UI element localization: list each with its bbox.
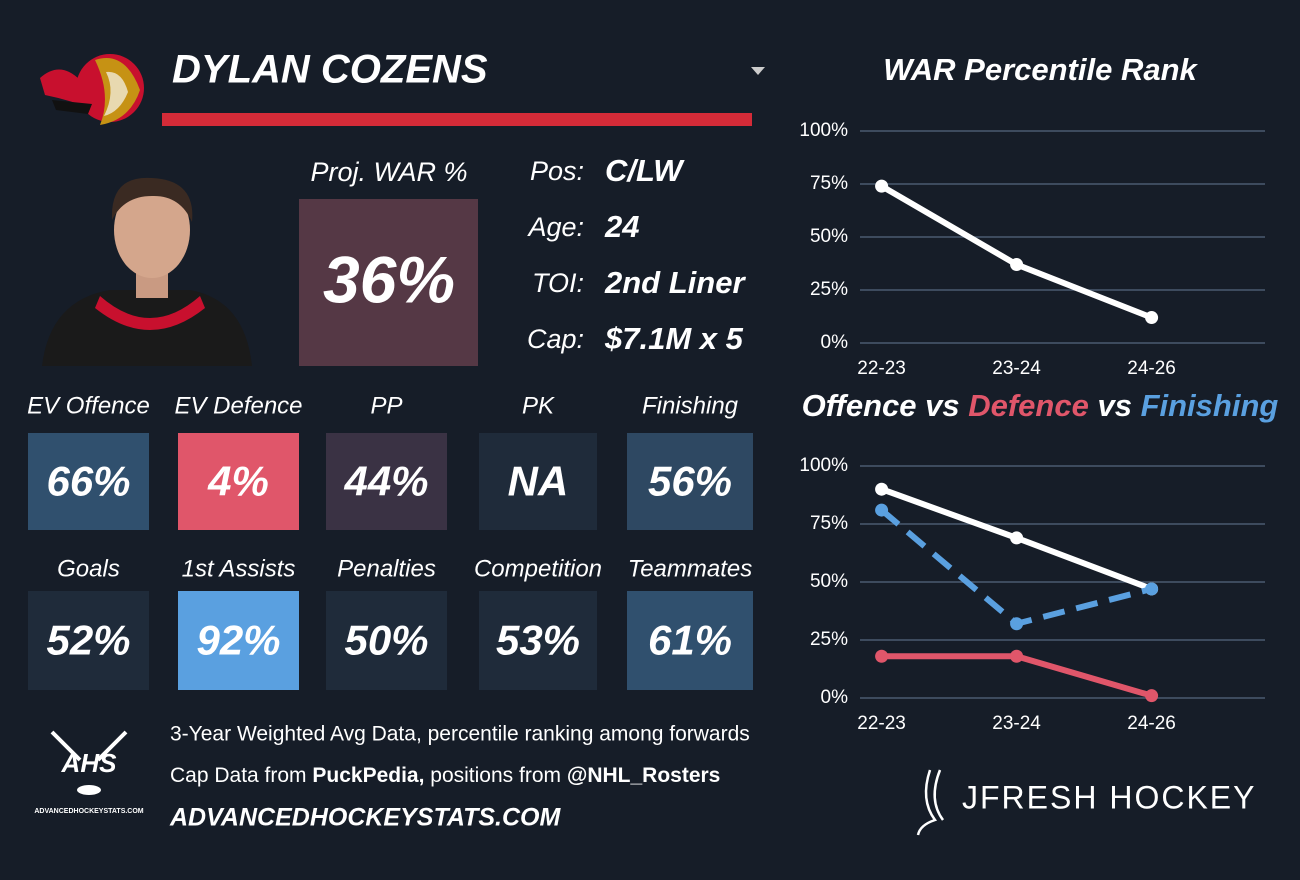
projection-label: Proj. WAR %: [310, 157, 467, 187]
ahs-logo-text: AHS: [61, 748, 118, 778]
team-logo: [40, 54, 144, 125]
title-separator: vs: [917, 388, 969, 423]
tile-label: 1st Assists: [182, 555, 296, 582]
tile: [178, 433, 299, 530]
chart-title: Offence vs Defence vs Finishing: [802, 388, 1279, 423]
tile-value: 4%: [207, 458, 269, 505]
tile-value: 56%: [648, 458, 732, 505]
charts: WAR Percentile Rank 0% 25% 50% 75% 100% 22-23 2…: [799, 52, 1278, 734]
tile-value: 61%: [648, 617, 732, 664]
ahs-logo-subtext: ADVANCEDHOCKEYSTATS.COM: [34, 808, 143, 815]
footer-source-part: @NHL_Rosters: [567, 764, 721, 787]
ahs-logo: [50, 730, 128, 795]
data-point: [875, 503, 889, 517]
tile: [178, 591, 299, 690]
y-tick-label: 25%: [810, 629, 848, 650]
y-tick-label: 75%: [810, 513, 848, 534]
name-underline: [162, 113, 752, 126]
info-label: Age:: [526, 212, 584, 242]
tile-label: Goals: [57, 555, 120, 582]
data-point: [1145, 582, 1159, 596]
x-tick-label: 22-23: [857, 713, 906, 734]
tile: [326, 591, 447, 690]
info-value: 24: [604, 209, 639, 244]
data-point: [1145, 311, 1159, 325]
x-tick-label: 22-23: [857, 358, 906, 379]
footer-source-part: positions from: [424, 764, 566, 787]
tile: [28, 433, 149, 530]
tile: [326, 433, 447, 530]
projection-value: 36%: [323, 242, 455, 316]
x-tick-label: 23-24: [992, 713, 1041, 734]
data-point: [1010, 531, 1024, 545]
y-tick-label: 50%: [810, 226, 848, 247]
stat-tiles: EV Offence 66% EV Defence 4% PP 44% PK NA Finish…: [27, 392, 753, 690]
player-photo: [42, 177, 252, 366]
tile-label: PP: [370, 392, 402, 419]
tile: [28, 591, 149, 690]
legend-entry: Finishing: [1141, 388, 1279, 423]
y-tick-label: 100%: [799, 120, 848, 141]
legend-entry: Offence: [802, 388, 917, 423]
tile-value: 66%: [46, 458, 130, 505]
info-value: C/LW: [605, 153, 685, 188]
tile-label: Penalties: [337, 555, 436, 582]
chart-title: WAR Percentile Rank: [883, 52, 1198, 87]
tile-label: Competition: [474, 555, 602, 582]
data-point: [1145, 689, 1159, 703]
tile-label: Teammates: [628, 555, 753, 582]
tile-value: 50%: [344, 617, 428, 664]
info-label: Pos:: [530, 156, 584, 186]
y-tick-label: 0%: [821, 332, 849, 353]
data-point: [1010, 617, 1024, 631]
x-tick-label: 24-26: [1127, 358, 1176, 379]
tile-label: Finishing: [642, 392, 739, 419]
title-separator: vs: [1089, 388, 1141, 423]
data-point: [1010, 258, 1024, 272]
data-point: [875, 179, 889, 193]
y-tick-label: 75%: [810, 173, 848, 194]
dropdown-arrow[interactable]: [751, 67, 765, 75]
info-value: $7.1M x 5: [604, 321, 744, 356]
x-tick-label: 24-26: [1127, 713, 1176, 734]
brand-logo: [916, 769, 945, 836]
data-point: [875, 649, 889, 663]
y-tick-label: 0%: [821, 687, 849, 708]
tile: [479, 433, 597, 530]
footer-source-part: Cap Data from: [170, 764, 312, 787]
tile: [627, 591, 753, 690]
info-label: TOI:: [532, 268, 584, 298]
x-tick-label: 23-24: [992, 358, 1041, 379]
footer-note: 3-Year Weighted Avg Data, percentile ran…: [170, 723, 750, 746]
brand-name: JFRESH HOCKEY: [962, 779, 1256, 815]
tile: [627, 433, 753, 530]
data-point: [1010, 649, 1024, 663]
tile-value: 53%: [496, 617, 580, 664]
tile-value: 52%: [46, 617, 130, 664]
info-value: 2nd Liner: [604, 265, 746, 300]
info-label: Cap:: [527, 324, 584, 354]
tile: [479, 591, 597, 690]
data-point: [875, 482, 889, 496]
projection-tile: [299, 199, 478, 366]
tile-value: 92%: [196, 617, 280, 664]
info-list: Pos: C/LW Age: 24 TOI: 2nd Liner Cap: $7.1M x 5: [526, 153, 746, 356]
footer-site: ADVANCEDHOCKEYSTATS.COM: [169, 804, 561, 832]
tile-label: PK: [522, 392, 555, 419]
tile-value: 44%: [343, 458, 428, 505]
tile-label: EV Offence: [27, 392, 150, 419]
footer-sources: Cap Data from PuckPedia, positions from …: [170, 764, 720, 787]
y-tick-label: 50%: [810, 571, 848, 592]
tile-label: EV Defence: [174, 392, 302, 419]
footer-source-part: PuckPedia,: [312, 764, 424, 787]
y-tick-label: 100%: [799, 455, 848, 476]
player-name: DYLAN COZENS: [172, 48, 488, 92]
y-tick-label: 25%: [810, 279, 848, 300]
tile-value: NA: [508, 458, 569, 505]
legend-entry: Defence: [968, 388, 1089, 423]
